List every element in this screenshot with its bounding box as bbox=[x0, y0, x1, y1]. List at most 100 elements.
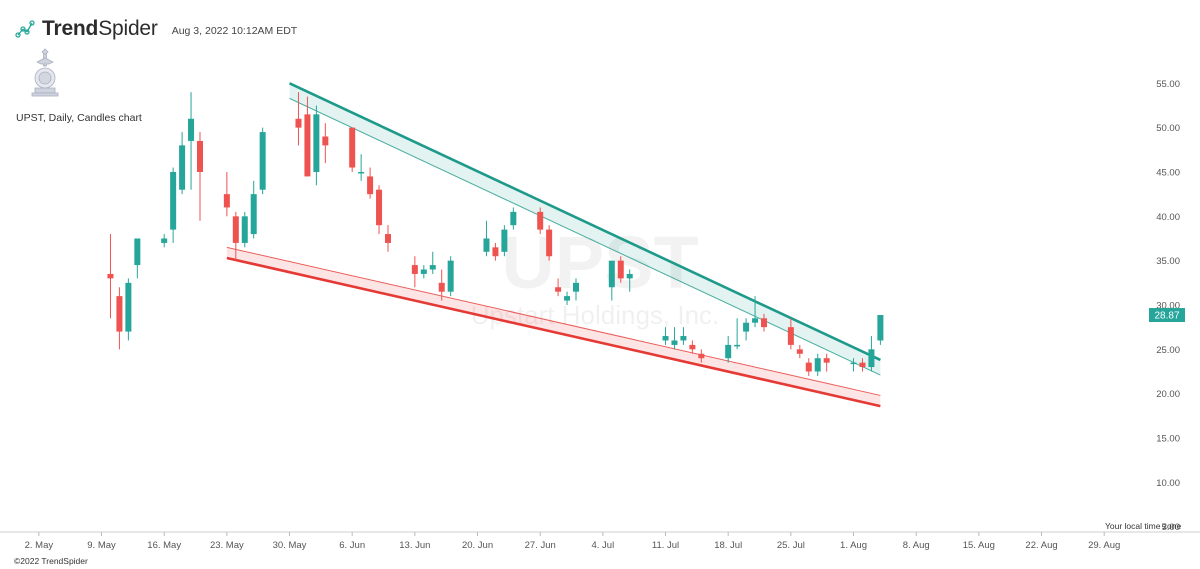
candle-body[interactable] bbox=[546, 229, 553, 257]
resistance-band bbox=[289, 83, 881, 376]
support-band bbox=[226, 247, 881, 407]
candle-body[interactable] bbox=[510, 211, 517, 226]
candle-body[interactable] bbox=[823, 358, 830, 363]
candle-body[interactable] bbox=[107, 273, 114, 279]
candle-body[interactable] bbox=[161, 238, 168, 243]
brand-name: TrendSpider bbox=[42, 17, 158, 41]
candle-body[interactable] bbox=[573, 282, 579, 292]
x-tick-label: 29. Aug bbox=[1088, 540, 1120, 551]
candle-body[interactable] bbox=[761, 318, 767, 328]
brand-light: Spider bbox=[98, 17, 158, 40]
candle-body[interactable] bbox=[689, 344, 696, 350]
candle-body[interactable] bbox=[322, 136, 329, 146]
candle-body[interactable] bbox=[170, 171, 177, 230]
resistance-band-edge bbox=[289, 97, 881, 376]
chart-label: UPST, Daily, Candles chart bbox=[16, 112, 142, 124]
x-tick-label: 4. Jul bbox=[591, 540, 614, 551]
watermark-symbol: UPST bbox=[501, 221, 698, 304]
candle-body[interactable] bbox=[304, 114, 311, 177]
candle-body[interactable] bbox=[358, 171, 365, 174]
y-tick-label: 40.00 bbox=[1156, 212, 1180, 223]
last-price-label: 28.87 bbox=[1154, 311, 1179, 322]
x-tick-label: 22. Aug bbox=[1025, 540, 1057, 551]
candle-body[interactable] bbox=[671, 340, 678, 345]
candle-body[interactable] bbox=[250, 194, 257, 235]
candle-body[interactable] bbox=[805, 362, 812, 372]
candle-body[interactable] bbox=[179, 145, 186, 190]
candle-body[interactable] bbox=[752, 318, 759, 323]
candle-body[interactable] bbox=[385, 234, 391, 243]
x-tick-label: 8. Aug bbox=[903, 540, 930, 551]
watermark-name: Upstart Holdings, Inc. bbox=[471, 300, 720, 330]
x-tick-label: 25. Jul bbox=[777, 540, 805, 551]
brand-bold: Trend bbox=[42, 17, 99, 40]
candle-body[interactable] bbox=[411, 265, 418, 274]
candle-body[interactable] bbox=[787, 327, 794, 345]
y-tick-label: 5.00 bbox=[1162, 522, 1181, 533]
candle-body[interactable] bbox=[537, 211, 544, 230]
candle-body[interactable] bbox=[420, 269, 427, 274]
candle-body[interactable] bbox=[555, 287, 562, 292]
y-tick-label: 30.00 bbox=[1156, 300, 1180, 311]
candle-body[interactable] bbox=[501, 229, 508, 252]
candle-body[interactable] bbox=[429, 265, 436, 270]
candle-body[interactable] bbox=[725, 344, 732, 359]
candle-body[interactable] bbox=[438, 282, 445, 292]
header: TrendSpider Aug 3, 2022 10:12AM EDT bbox=[14, 14, 297, 44]
candle-body[interactable] bbox=[734, 344, 741, 347]
candle-body[interactable] bbox=[859, 362, 866, 368]
candle-body[interactable] bbox=[223, 194, 230, 208]
candle-body[interactable] bbox=[680, 336, 687, 341]
candle-body[interactable] bbox=[376, 189, 383, 226]
candle-body[interactable] bbox=[483, 238, 490, 252]
candle-body[interactable] bbox=[125, 282, 132, 332]
support-trendline[interactable] bbox=[226, 256, 881, 408]
candle-body[interactable] bbox=[349, 127, 356, 168]
x-tick-label: 1. Aug bbox=[840, 540, 867, 551]
candle-body[interactable] bbox=[796, 349, 803, 354]
candle-body[interactable] bbox=[608, 260, 615, 288]
y-tick-label: 50.00 bbox=[1156, 123, 1180, 134]
x-tick-label: 15. Aug bbox=[963, 540, 995, 551]
candle-body[interactable] bbox=[367, 176, 374, 195]
candle-body[interactable] bbox=[232, 216, 239, 243]
candle-body[interactable] bbox=[698, 353, 705, 359]
y-tick-label: 15.00 bbox=[1156, 434, 1180, 445]
candle-body[interactable] bbox=[743, 322, 750, 332]
copyright-footer: ©2022 TrendSpider bbox=[14, 556, 88, 566]
candle-body[interactable] bbox=[877, 315, 884, 341]
x-tick-label: 13. Jun bbox=[399, 540, 430, 551]
candle-body[interactable] bbox=[295, 118, 302, 128]
candle-body[interactable] bbox=[617, 260, 624, 279]
candle-body[interactable] bbox=[447, 260, 454, 292]
candle-body[interactable] bbox=[814, 358, 821, 372]
candle-body[interactable] bbox=[662, 336, 669, 341]
candle-body[interactable] bbox=[564, 296, 571, 301]
candle-body[interactable] bbox=[116, 296, 123, 332]
support-band-edge bbox=[226, 246, 881, 396]
y-tick-label: 45.00 bbox=[1156, 167, 1180, 178]
candle-body[interactable] bbox=[850, 362, 857, 365]
y-tick-label: 55.00 bbox=[1156, 79, 1180, 90]
x-tick-label: 23. May bbox=[210, 540, 244, 551]
x-tick-label: 18. Jul bbox=[714, 540, 742, 551]
y-tick-label: 25.00 bbox=[1156, 345, 1180, 356]
candle-body[interactable] bbox=[492, 247, 499, 257]
candle-body[interactable] bbox=[626, 273, 633, 279]
y-tick-label: 35.00 bbox=[1156, 256, 1180, 267]
candle-body[interactable] bbox=[868, 349, 875, 368]
candle-body[interactable] bbox=[197, 140, 203, 172]
y-tick-label: 10.00 bbox=[1156, 478, 1180, 489]
candle-body[interactable] bbox=[134, 238, 141, 266]
candle-body[interactable] bbox=[313, 114, 320, 172]
timezone-note[interactable]: Your local time zone bbox=[1105, 521, 1182, 531]
x-tick-label: 2. May bbox=[25, 540, 54, 551]
x-tick-label: 16. May bbox=[147, 540, 181, 551]
x-tick-label: 11. Jul bbox=[652, 540, 679, 551]
resistance-trendline[interactable] bbox=[288, 82, 881, 362]
candle-body[interactable] bbox=[241, 216, 248, 243]
candle-body[interactable] bbox=[259, 132, 266, 190]
candle-body[interactable] bbox=[188, 118, 195, 141]
company-logo-icon bbox=[31, 48, 59, 97]
y-tick-label: 20.00 bbox=[1156, 389, 1180, 400]
